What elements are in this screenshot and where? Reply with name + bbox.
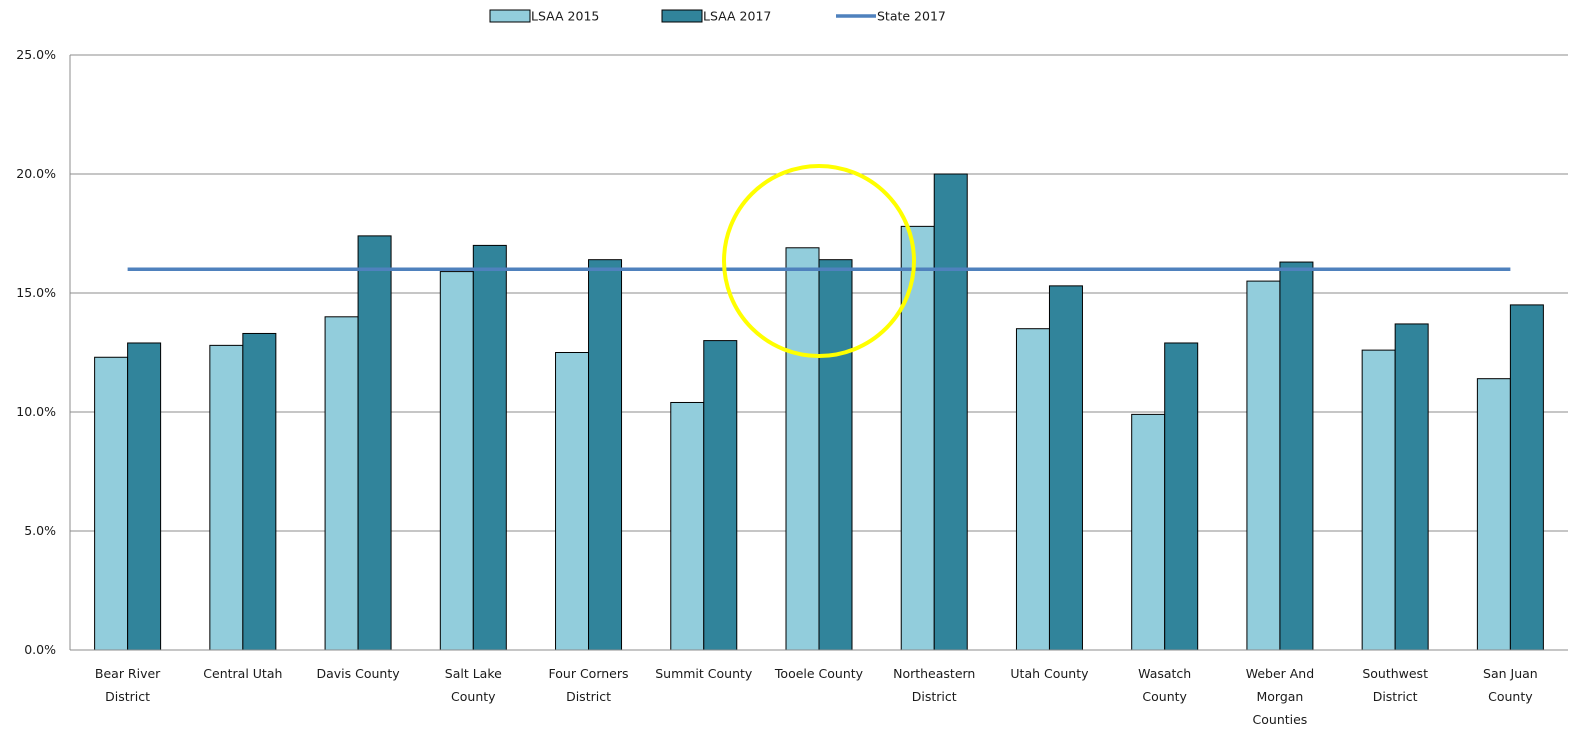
bar-lsaa-2015 — [324, 316, 359, 651]
bar-lsaa-2017 — [472, 244, 507, 651]
x-category-label: County — [1488, 689, 1533, 704]
x-category-label: Bear River — [95, 666, 161, 681]
x-category-label: Northeastern — [893, 666, 975, 681]
bar-lsaa-2015 — [1476, 378, 1511, 651]
bar-lsaa-2017 — [1279, 261, 1314, 651]
x-category-label: County — [1142, 689, 1187, 704]
y-tick-label: 10.0% — [16, 404, 56, 419]
bar-lsaa-2015 — [209, 344, 244, 651]
x-category-label: District — [912, 689, 957, 704]
x-category-label: Morgan — [1256, 689, 1303, 704]
legend: LSAA 2015 LSAA 2017 State 2017 — [489, 9, 946, 24]
x-category-label: Four Corners — [549, 666, 629, 681]
legend-lsaa-2017-label: LSAA 2017 — [703, 9, 771, 24]
y-axis-ticks: 0.0% 5.0% 10.0% 15.0% 20.0% 25.0% — [16, 47, 56, 657]
legend-lsaa-2015-swatch — [489, 9, 531, 23]
x-category-label: District — [1373, 689, 1418, 704]
legend-lsaa-2015-label: LSAA 2015 — [531, 9, 599, 24]
x-category-label: District — [566, 689, 611, 704]
bar-lsaa-2017 — [933, 173, 968, 651]
highlight-annotation — [722, 164, 916, 358]
x-category-label: Southwest — [1362, 666, 1428, 681]
x-category-label: Davis County — [316, 666, 400, 681]
x-category-label: Wasatch — [1138, 666, 1191, 681]
bar-lsaa-2015 — [1015, 328, 1050, 651]
bar-lsaa-2015 — [900, 225, 935, 651]
x-axis-labels: Bear River District Central Utah Davis Coun… — [95, 666, 1538, 727]
y-tick-label: 20.0% — [16, 166, 56, 181]
bar-lsaa-2017 — [703, 340, 738, 651]
bar-lsaa-2017 — [127, 342, 162, 651]
bar-lsaa-2015 — [670, 401, 705, 651]
bar-lsaa-2015 — [785, 247, 820, 651]
bar-lsaa-2017 — [1509, 304, 1544, 651]
x-category-label: San Juan — [1483, 666, 1538, 681]
x-category-label: District — [105, 689, 150, 704]
x-category-label: Central Utah — [203, 666, 282, 681]
bar-lsaa-2015 — [555, 352, 590, 651]
x-category-label: Summit County — [655, 666, 753, 681]
bars — [94, 173, 1544, 651]
x-category-label: Salt Lake — [445, 666, 502, 681]
y-tick-label: 0.0% — [24, 642, 56, 657]
y-tick-label: 5.0% — [24, 523, 56, 538]
bar-lsaa-2017 — [818, 259, 853, 651]
bar-lsaa-2017 — [588, 259, 623, 651]
y-tick-label: 25.0% — [16, 47, 56, 62]
x-category-label: Weber And — [1246, 666, 1314, 681]
bar-lsaa-2015 — [439, 271, 474, 651]
highlight-circle — [722, 164, 916, 358]
bar-lsaa-2017 — [1048, 285, 1083, 651]
axes — [69, 55, 1568, 651]
bar-lsaa-2017 — [1164, 342, 1199, 651]
bar-lsaa-2015 — [1131, 413, 1166, 651]
bar-lsaa-2017 — [357, 235, 392, 651]
legend-state-2017-label: State 2017 — [877, 9, 946, 24]
bar-lsaa-2015 — [1246, 280, 1281, 651]
x-category-label: Utah County — [1010, 666, 1089, 681]
x-category-label: Tooele County — [774, 666, 864, 681]
x-category-label: Counties — [1253, 712, 1308, 727]
bar-lsaa-2015 — [94, 356, 129, 651]
bar-lsaa-2015 — [1361, 349, 1396, 651]
bar-lsaa-2017 — [242, 332, 277, 651]
x-category-label: County — [451, 689, 496, 704]
bar-lsaa-2017 — [1394, 323, 1429, 651]
legend-lsaa-2017-swatch — [661, 9, 703, 23]
y-tick-label: 15.0% — [16, 285, 56, 300]
